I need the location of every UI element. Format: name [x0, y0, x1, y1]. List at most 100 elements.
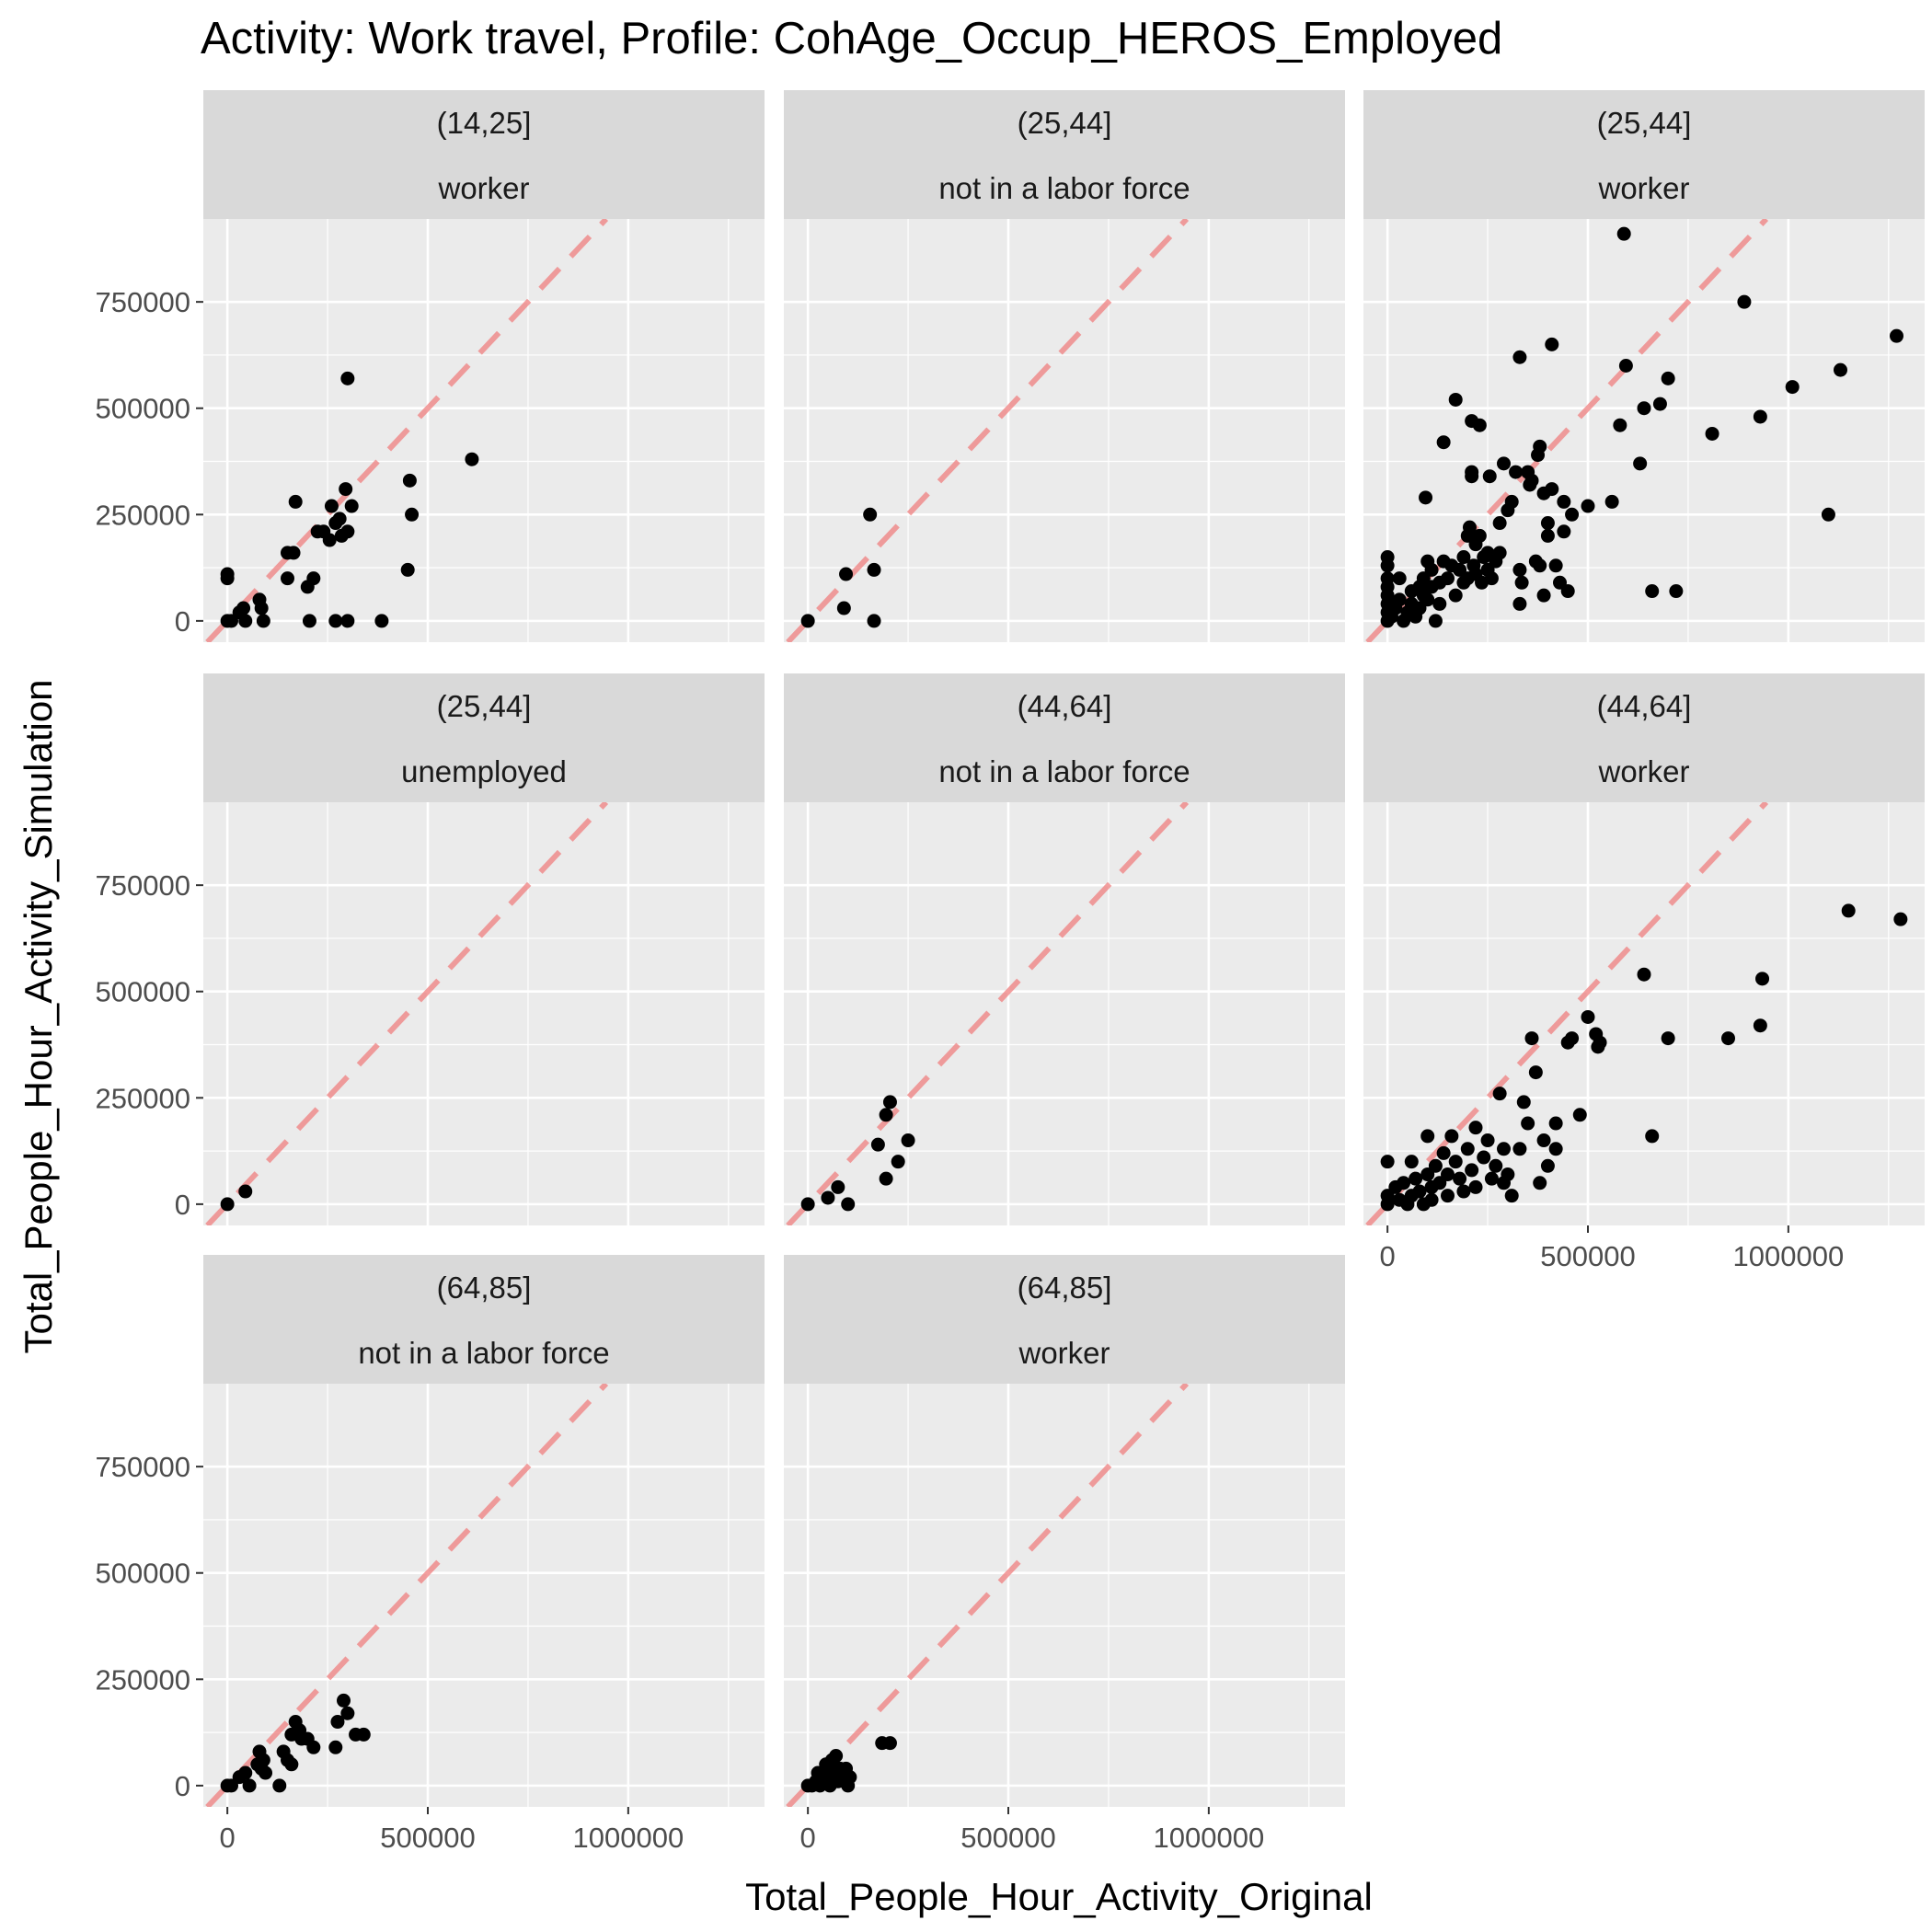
data-point — [1482, 469, 1497, 484]
data-point — [1540, 528, 1555, 543]
data-point — [1604, 494, 1619, 509]
panel-contents — [784, 219, 1345, 642]
data-point — [324, 499, 339, 513]
data-point — [337, 1693, 351, 1708]
data-point — [1753, 409, 1767, 424]
facet-panel: (44,64] worker 0 500000 1000000 — [1363, 673, 1925, 1272]
data-point — [1637, 967, 1651, 982]
data-point — [1441, 1167, 1455, 1182]
data-point — [1462, 520, 1477, 535]
data-point — [1618, 358, 1633, 373]
reference-line — [205, 1384, 609, 1807]
facet-panel: (14,25] worker 0 250000 500000 750000 — [96, 90, 765, 642]
data-point — [1834, 362, 1847, 377]
data-point — [1477, 1150, 1491, 1165]
data-point — [1548, 1116, 1563, 1131]
panel-contents — [203, 1384, 765, 1807]
data-point — [1613, 418, 1627, 432]
reference-line — [786, 802, 1190, 1225]
data-point — [1412, 1184, 1427, 1199]
data-point — [1504, 494, 1519, 509]
data-point — [1565, 1031, 1580, 1046]
chart-title: Activity: Work travel, Profile: CohAge_O… — [201, 14, 1502, 63]
x-tick-label: 500000 — [960, 1822, 1055, 1854]
y-tick-label: 750000 — [96, 869, 190, 902]
data-point — [236, 601, 251, 615]
facet-panel: (64,85] not in a labor force 0 250000 500000… — [96, 1255, 765, 1854]
data-point — [340, 1706, 355, 1720]
y-tick-label: 0 — [175, 1770, 190, 1802]
facet-age-label: (25,44] — [1018, 106, 1112, 140]
data-point — [272, 1778, 287, 1793]
data-point — [1637, 401, 1651, 416]
data-point — [1633, 456, 1648, 471]
x-tick-label: 1000000 — [1733, 1240, 1845, 1272]
data-point — [1841, 903, 1856, 918]
data-point — [1448, 392, 1463, 407]
y-tick-label: 250000 — [96, 1663, 190, 1696]
data-point — [800, 1197, 815, 1212]
facet-age-label: (64,85] — [1018, 1271, 1112, 1305]
data-point — [1516, 1095, 1531, 1110]
data-point — [332, 512, 347, 526]
data-point — [867, 614, 881, 628]
x-tick-label: 500000 — [1540, 1240, 1635, 1272]
panel-contents — [784, 1384, 1345, 1807]
reference-line — [786, 219, 1190, 642]
facet-strip — [203, 673, 765, 802]
data-point — [1645, 584, 1660, 599]
data-point — [1661, 371, 1675, 385]
reference-line — [1365, 802, 1769, 1225]
facet-strip — [203, 90, 765, 219]
data-point — [879, 1108, 893, 1122]
data-point — [867, 562, 881, 577]
data-point — [882, 1095, 897, 1110]
data-point — [901, 1133, 915, 1148]
facet-status-label: not in a labor force — [358, 1336, 609, 1370]
facet-strip — [1363, 90, 1925, 219]
facet-age-label: (14,25] — [437, 106, 532, 140]
data-point — [1409, 1171, 1423, 1186]
data-point — [1536, 588, 1551, 603]
data-point — [1497, 456, 1511, 471]
data-point — [1548, 1142, 1563, 1156]
facet-status-label: worker — [437, 171, 529, 205]
data-point — [1509, 465, 1524, 479]
data-point — [1380, 571, 1395, 586]
data-point — [1428, 1158, 1443, 1173]
data-point — [254, 601, 269, 615]
data-point — [841, 1197, 856, 1212]
data-point — [238, 614, 253, 628]
panel-contents — [203, 219, 765, 642]
panel-background — [1363, 802, 1925, 1225]
data-point — [839, 567, 854, 581]
data-point — [1524, 473, 1539, 488]
data-point — [1721, 1031, 1735, 1046]
facet-age-label: (25,44] — [1597, 106, 1692, 140]
facet-status-label: not in a labor force — [938, 171, 1190, 205]
panel-background — [784, 219, 1345, 642]
data-point — [405, 507, 420, 522]
data-point — [1468, 1121, 1483, 1135]
x-tick-label: 500000 — [380, 1822, 475, 1854]
data-point — [1540, 516, 1555, 531]
data-point — [356, 1727, 371, 1742]
data-point — [1380, 550, 1395, 565]
data-point — [344, 499, 359, 513]
y-tick-label: 250000 — [96, 1082, 190, 1114]
data-point — [1785, 380, 1800, 395]
data-point — [879, 1171, 893, 1186]
data-point — [1753, 1018, 1767, 1033]
data-point — [843, 1770, 857, 1785]
data-point — [1890, 328, 1903, 343]
data-point — [1545, 337, 1559, 351]
data-point — [340, 614, 355, 628]
panel-background — [203, 1384, 765, 1807]
x-tick-label: 1000000 — [1154, 1822, 1265, 1854]
facet-age-label: (64,85] — [437, 1271, 532, 1305]
data-point — [1512, 1142, 1527, 1156]
data-point — [281, 571, 294, 586]
facet-age-label: (44,64] — [1597, 689, 1692, 723]
facet-strip — [784, 90, 1345, 219]
data-point — [1397, 1176, 1411, 1190]
